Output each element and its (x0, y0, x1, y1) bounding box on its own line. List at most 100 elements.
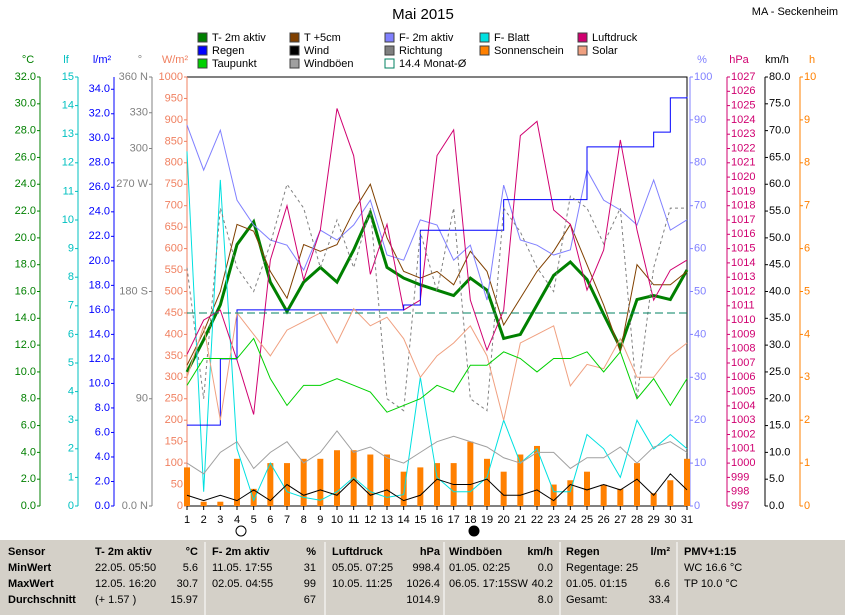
x-tick-label: 20 (498, 514, 510, 526)
legend-swatch (289, 45, 300, 56)
table-cell: 31 (304, 562, 316, 574)
y-tick-label: 28.0 (89, 157, 110, 169)
y-tick-label: 14 (62, 100, 74, 112)
legend-label: Richtung (399, 45, 442, 57)
table-bg (0, 540, 845, 615)
table-cell: 6.6 (655, 578, 670, 590)
table-cell: TP 10.0 °C (684, 578, 738, 590)
y-tick-label: 998 (731, 486, 749, 498)
y-tick-label: 600 (165, 243, 183, 255)
y-tick-label: 60.0 (769, 178, 790, 190)
x-tick-label: 7 (284, 514, 290, 526)
table-cell: 998.4 (412, 562, 440, 574)
sun-bar (634, 463, 640, 506)
y-tick-label: 450 (165, 307, 183, 319)
x-tick-label: 10 (331, 514, 343, 526)
y-tick-label: 10.0 (15, 366, 36, 378)
y-tick-label: 900 (165, 114, 183, 126)
y-tick-label: 1006 (731, 371, 755, 383)
table-cell: 12.05. 16:20 (95, 578, 156, 590)
y-tick-label: 1027 (731, 71, 755, 83)
table-cell: 1014.9 (406, 594, 440, 606)
y-tick-label: 1005 (731, 386, 755, 398)
table-cell: 40.2 (532, 578, 553, 590)
table-cell: 01.05. 01:15 (566, 578, 627, 590)
y-tick-label: 8 (804, 157, 810, 169)
series-line (186, 430, 688, 475)
y-tick-label: 1013 (731, 271, 755, 283)
y-tick-label: 0 (177, 500, 183, 512)
table-cell: 30.7 (177, 578, 198, 590)
x-tick-label: 3 (217, 514, 223, 526)
y-tick-label: 750 (165, 178, 183, 190)
y-tick-label: 65.0 (769, 151, 790, 163)
legend-label: F- 2m aktiv (399, 32, 454, 44)
legend-swatch (289, 32, 300, 43)
y-tick-label: 850 (165, 135, 183, 147)
axis-unit: % (697, 54, 707, 66)
legend-label: Windböen (304, 58, 354, 70)
y-tick-label: 20.0 (89, 255, 110, 267)
y-tick-label: 60 (694, 243, 706, 255)
table-cell: Regentage: 25 (566, 562, 638, 574)
table-cell: 10.05. 11:25 (332, 578, 392, 590)
series-line (187, 96, 688, 426)
y-tick-label: 4.0 (21, 446, 36, 458)
y-tick-label: 10 (694, 457, 706, 469)
sun-bar (417, 467, 424, 506)
sun-bar (317, 458, 324, 506)
legend-label: Luftdruck (592, 32, 638, 44)
y-tick-label: 75.0 (769, 98, 790, 110)
series-line (186, 183, 687, 412)
y-tick-label: 100 (165, 457, 183, 469)
sun-bar (550, 484, 557, 506)
x-tick-label: 16 (431, 514, 443, 526)
y-tick-label: 10 (804, 71, 816, 83)
y-tick-label: 1014 (731, 257, 755, 269)
y-tick-label: 1016 (731, 228, 755, 240)
y-tick-label: 5 (68, 357, 74, 369)
table-cell: 0.0 (538, 562, 553, 574)
table-cell: 11.05. 17:55 (212, 562, 272, 574)
x-tick-label: 25 (581, 514, 593, 526)
sun-bar (334, 450, 340, 506)
series-line (186, 108, 688, 415)
y-tick-label: 1015 (731, 243, 755, 255)
x-tick-label: 28 (631, 514, 643, 526)
y-tick-label: 20 (694, 414, 706, 426)
y-tick-label: 330 (130, 107, 148, 119)
x-tick-label: 15 (414, 514, 426, 526)
y-tick-label: 40 (694, 328, 706, 340)
table-cell: 5.6 (183, 562, 198, 574)
y-tick-label: 300 (130, 142, 148, 154)
sun-bar (200, 501, 207, 506)
y-tick-label: 800 (165, 157, 183, 169)
y-tick-label: 32.0 (89, 108, 110, 120)
y-tick-label: 250 (165, 393, 183, 405)
table-header: Regen (566, 546, 600, 558)
y-tick-label: 9 (804, 114, 810, 126)
legend-label: Sonnenschein (494, 45, 564, 57)
y-tick-label: 30 (694, 371, 706, 383)
y-tick-label: 24.0 (15, 178, 36, 190)
y-tick-label: 650 (165, 221, 183, 233)
y-tick-label: 8.0 (95, 402, 110, 414)
y-tick-label: 200 (165, 414, 183, 426)
y-tick-label: 30.0 (15, 98, 36, 110)
axis-unit: l/m² (93, 54, 112, 66)
table-cell: 02.05. 04:55 (212, 578, 273, 590)
x-tick-label: 24 (564, 514, 576, 526)
sun-bar (434, 463, 440, 506)
y-tick-label: 1000 (159, 71, 183, 83)
y-tick-label: 16.0 (15, 285, 36, 297)
x-tick-label: 5 (251, 514, 257, 526)
y-tick-label: 6 (68, 328, 74, 340)
series-line (186, 183, 688, 366)
y-tick-label: 1026 (731, 85, 755, 97)
y-tick-label: 0.0 N (122, 500, 148, 512)
y-tick-label: 0.0 (95, 500, 110, 512)
chart-title: Mai 2015 (392, 6, 454, 23)
table-cell: 22.05. 05:50 (95, 562, 156, 574)
table-cell: 05.05. 07:25 (332, 562, 393, 574)
